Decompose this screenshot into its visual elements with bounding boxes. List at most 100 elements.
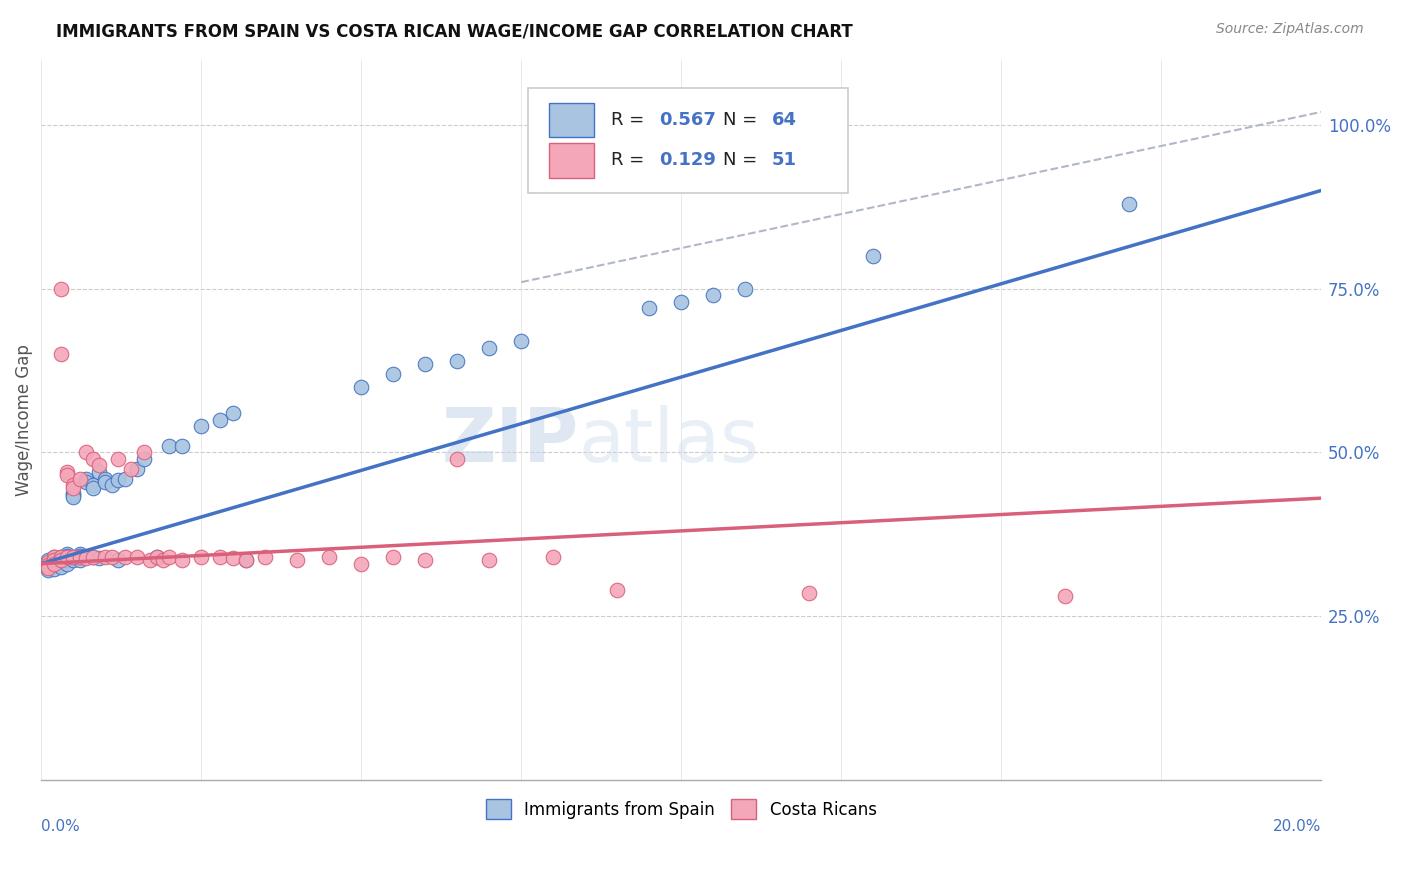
Point <box>107 553 129 567</box>
Point <box>172 553 194 567</box>
Point <box>222 551 245 566</box>
Point <box>56 553 79 567</box>
Point <box>114 550 136 565</box>
Point <box>42 562 65 576</box>
Point <box>222 406 245 420</box>
Point <box>190 419 212 434</box>
Point <box>56 551 79 566</box>
Text: R =: R = <box>610 152 650 169</box>
Point <box>702 288 724 302</box>
Point <box>69 551 91 566</box>
Point <box>94 475 117 489</box>
Point <box>49 550 72 565</box>
Point <box>87 551 110 566</box>
Text: IMMIGRANTS FROM SPAIN VS COSTA RICAN WAGE/INCOME GAP CORRELATION CHART: IMMIGRANTS FROM SPAIN VS COSTA RICAN WAG… <box>56 22 853 40</box>
Text: 20.0%: 20.0% <box>1272 819 1322 834</box>
Point <box>107 473 129 487</box>
Point <box>69 550 91 565</box>
FancyBboxPatch shape <box>527 88 848 193</box>
Point <box>235 553 257 567</box>
Point <box>49 550 72 565</box>
Point <box>478 341 501 355</box>
Point <box>75 445 97 459</box>
Point <box>350 380 373 394</box>
Point <box>75 475 97 489</box>
Point <box>56 465 79 479</box>
Point <box>350 557 373 571</box>
Point <box>37 558 59 572</box>
Point <box>862 249 884 263</box>
Point <box>446 353 468 368</box>
Point <box>37 563 59 577</box>
Point <box>75 471 97 485</box>
Text: 0.0%: 0.0% <box>41 819 80 834</box>
Point <box>56 468 79 483</box>
Point <box>799 586 821 600</box>
Point <box>1118 196 1140 211</box>
Point <box>49 558 72 572</box>
Point <box>107 451 129 466</box>
Point <box>209 412 232 426</box>
Point <box>69 549 91 563</box>
Point <box>42 550 65 565</box>
Point <box>37 560 59 574</box>
Point <box>56 549 79 563</box>
Point <box>235 553 257 567</box>
Point <box>114 471 136 485</box>
Point <box>382 367 405 381</box>
Point <box>157 550 180 565</box>
Point <box>62 490 84 504</box>
Text: N =: N = <box>724 112 763 129</box>
Point <box>190 550 212 565</box>
Point <box>42 557 65 571</box>
Point <box>69 471 91 485</box>
FancyBboxPatch shape <box>550 103 595 137</box>
Point <box>413 553 436 567</box>
Text: 64: 64 <box>772 112 797 129</box>
Point <box>127 461 149 475</box>
Point <box>510 334 533 348</box>
Y-axis label: Wage/Income Gap: Wage/Income Gap <box>15 343 32 496</box>
Point <box>37 555 59 569</box>
Point <box>49 553 72 567</box>
Point <box>62 488 84 502</box>
Point <box>69 553 91 567</box>
Point <box>145 550 167 565</box>
Point <box>87 458 110 473</box>
Point <box>100 478 122 492</box>
Point <box>42 553 65 567</box>
Point <box>56 550 79 565</box>
Point <box>638 301 661 316</box>
Point <box>734 282 756 296</box>
Point <box>127 550 149 565</box>
Point <box>42 558 65 572</box>
Point <box>42 553 65 567</box>
FancyBboxPatch shape <box>550 143 595 178</box>
Point <box>413 357 436 371</box>
Point <box>669 294 692 309</box>
Point <box>62 553 84 567</box>
Text: atlas: atlas <box>579 405 759 478</box>
Text: N =: N = <box>724 152 763 169</box>
Point <box>82 550 104 565</box>
Text: ZIP: ZIP <box>441 405 579 478</box>
Text: 0.567: 0.567 <box>659 112 716 129</box>
Point <box>139 553 162 567</box>
Point <box>1054 590 1077 604</box>
Point <box>446 451 468 466</box>
Point <box>382 550 405 565</box>
Point <box>82 481 104 495</box>
Point <box>541 550 564 565</box>
Point <box>132 445 155 459</box>
Point <box>42 550 65 565</box>
Text: R =: R = <box>610 112 650 129</box>
Point <box>94 471 117 485</box>
Point <box>152 553 174 567</box>
Point <box>254 550 277 565</box>
Point <box>62 486 84 500</box>
Legend: Immigrants from Spain, Costa Ricans: Immigrants from Spain, Costa Ricans <box>479 793 883 825</box>
Point <box>37 557 59 571</box>
Point <box>42 557 65 571</box>
Point <box>157 439 180 453</box>
Point <box>49 555 72 569</box>
